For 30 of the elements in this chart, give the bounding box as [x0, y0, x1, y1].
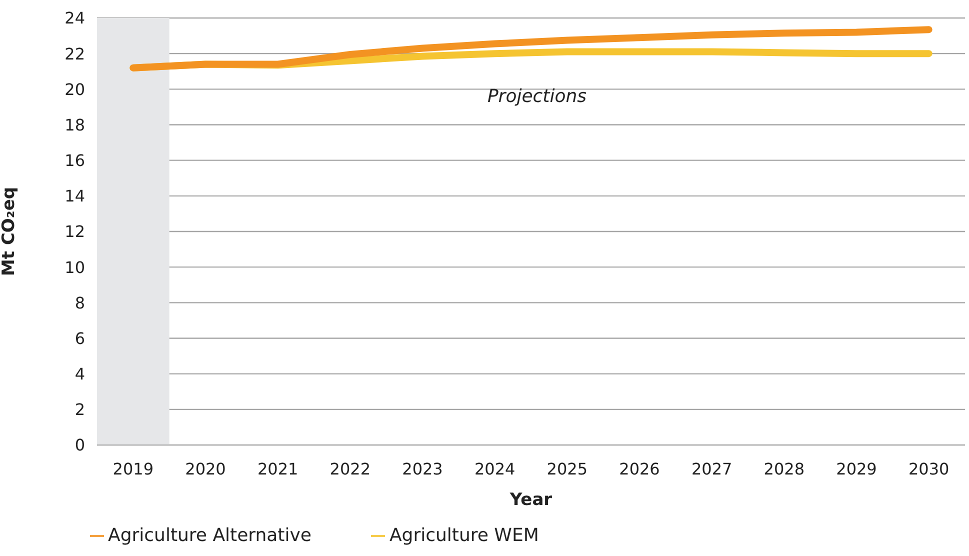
y-tick-label: 10	[64, 258, 85, 277]
x-tick-label: 2029	[836, 459, 877, 478]
y-axis-title: Mt CO₂eq	[0, 186, 20, 276]
x-tick-label: 2024	[474, 459, 516, 478]
y-tick-label: 6	[74, 328, 85, 348]
annotation: Projections	[487, 86, 587, 107]
y-tick-label: 20	[64, 80, 85, 99]
y-tick-label: 24	[64, 8, 85, 28]
x-tick-label: 2026	[619, 459, 660, 478]
y-tick-label: 22	[64, 44, 85, 64]
x-tick-label: 2028	[764, 459, 805, 478]
y-tick-label: 0	[74, 436, 85, 455]
legend-label: Agriculture WEM	[389, 525, 539, 546]
x-tick-label: 2022	[330, 459, 371, 478]
x-tick-label: 2019	[112, 459, 154, 478]
y-tick-label: 2	[74, 400, 85, 420]
y-tick-label: 8	[74, 293, 85, 312]
x-axis-title: Year	[508, 490, 553, 510]
y-tick-label: 4	[74, 364, 85, 384]
legend-label: Agriculture Alternative	[108, 525, 312, 546]
y-tick-label: 18	[64, 115, 85, 134]
x-tick-label: 2030	[908, 459, 950, 478]
y-tick-label: 12	[64, 222, 85, 242]
x-tick-label: 2027	[691, 459, 732, 478]
y-tick-label: 14	[64, 186, 85, 206]
x-tick-label: 2021	[257, 459, 298, 478]
x-tick-label: 2025	[546, 459, 588, 478]
x-tick-label: 2023	[402, 459, 443, 478]
y-tick-label: 16	[64, 151, 85, 170]
x-tick-label: 2020	[185, 459, 226, 478]
